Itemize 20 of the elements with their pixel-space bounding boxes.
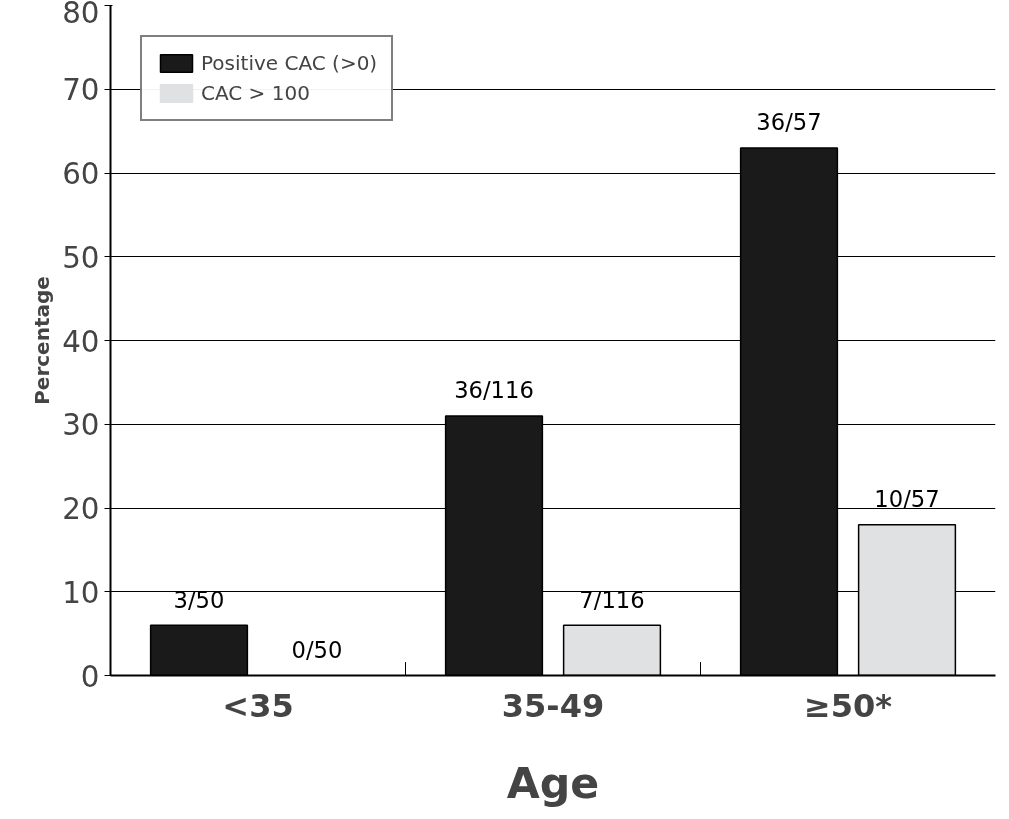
x-tick-label: 35-49 <box>501 686 605 725</box>
data-label: 0/50 <box>291 636 343 663</box>
x-tick-label: ≥50* <box>803 686 893 725</box>
legend-label: Positive CAC (>0) <box>201 51 378 75</box>
y-axis-title: Percentage <box>30 276 55 405</box>
y-tick-label: 40 <box>62 324 100 359</box>
data-label: 36/57 <box>756 109 822 136</box>
x-axis-title: Age <box>506 757 600 808</box>
data-label: 36/116 <box>454 377 534 404</box>
y-tick-label: 0 <box>80 659 100 694</box>
y-tick-label: 10 <box>62 575 100 610</box>
y-tick-label: 70 <box>62 73 100 108</box>
legend-label: CAC > 100 <box>201 81 310 105</box>
y-tick-label: 30 <box>62 408 100 443</box>
x-tick-label: <35 <box>222 686 294 725</box>
data-label: 10/57 <box>874 486 940 513</box>
y-tick-label: 60 <box>62 157 100 191</box>
y-tick-label: 80 <box>62 0 100 30</box>
y-tick-label: 50 <box>62 240 100 275</box>
y-tick-label: 20 <box>62 492 100 526</box>
